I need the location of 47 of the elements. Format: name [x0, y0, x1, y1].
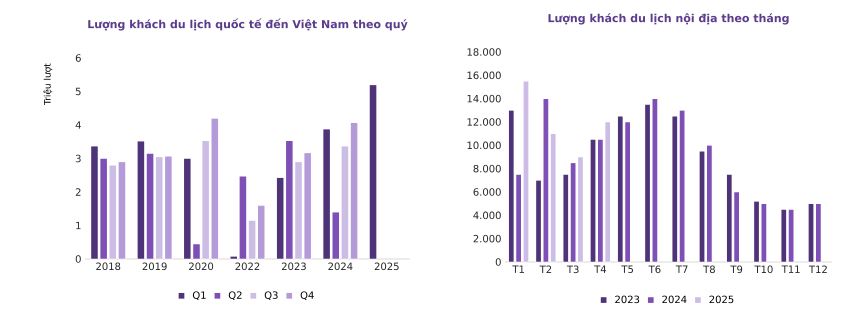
y-tick-label: 18.000 [468, 48, 501, 56]
y-tick-label: 1 [76, 222, 81, 230]
bar [369, 84, 377, 260]
x-tick-label: T10 [754, 266, 773, 274]
y-tick-label: 14.000 [468, 94, 501, 102]
y-tick-label: 5 [76, 88, 81, 96]
x-tick-label: T1 [512, 266, 524, 273]
chart-title: Lượng khách du lịch quốc tế đến Việt Nam theo quý [88, 18, 408, 30]
y-tick-label: 2.000 [474, 234, 501, 242]
y-tick-label: 0 [76, 255, 81, 263]
x-tick-label: 2018 [96, 262, 120, 270]
x-tick-label: T11 [782, 266, 800, 273]
x-tick-label: T2 [540, 266, 552, 273]
y-axis-title: Triệu lượt [43, 63, 52, 106]
legend-label: 2024 [662, 296, 687, 304]
y-tick-label: 4 [76, 121, 81, 129]
legend-label: Q1 [192, 291, 206, 300]
x-tick-label: 2024 [328, 262, 353, 270]
y-tick-label: 6.000 [474, 188, 501, 196]
y-tick-label: 2 [76, 188, 80, 196]
x-tick-label: 2023 [282, 262, 306, 270]
x-tick-label: T12 [808, 266, 827, 273]
x-tick-label: T5 [621, 266, 633, 273]
y-tick-label: 8.000 [474, 164, 501, 172]
x-tick-label: T4 [594, 266, 606, 273]
legend-label: Q2 [228, 291, 242, 300]
legend-label: Q4 [300, 291, 314, 300]
x-tick-label: 2025 [374, 262, 399, 270]
x-tick-label: T9 [730, 266, 742, 274]
legend-label: Q3 [264, 291, 278, 300]
y-tick-label: 3 [76, 154, 81, 162]
y-tick-label: 4.000 [473, 212, 501, 220]
y-tick-label: 12.000 [468, 118, 501, 126]
legend-label: 2023 [615, 296, 640, 304]
x-tick-label: 2020 [189, 262, 214, 270]
chart-title: Lượng khách du lịch nội địa theo tháng [548, 13, 789, 24]
x-tick-label: 2019 [142, 262, 167, 270]
legend-label: 2025 [710, 296, 734, 304]
x-tick-label: T3 [566, 266, 579, 274]
x-tick-label: T7 [676, 266, 688, 273]
y-tick-label: 10.000 [468, 142, 501, 150]
x-tick-label: 2022 [236, 262, 260, 270]
x-tick-label: T8 [703, 266, 715, 274]
x-tick-label: T6 [648, 266, 660, 274]
y-tick-label: 16.000 [468, 72, 501, 80]
y-tick-label: 6 [76, 54, 81, 62]
y-tick-label: 0 [496, 258, 501, 266]
